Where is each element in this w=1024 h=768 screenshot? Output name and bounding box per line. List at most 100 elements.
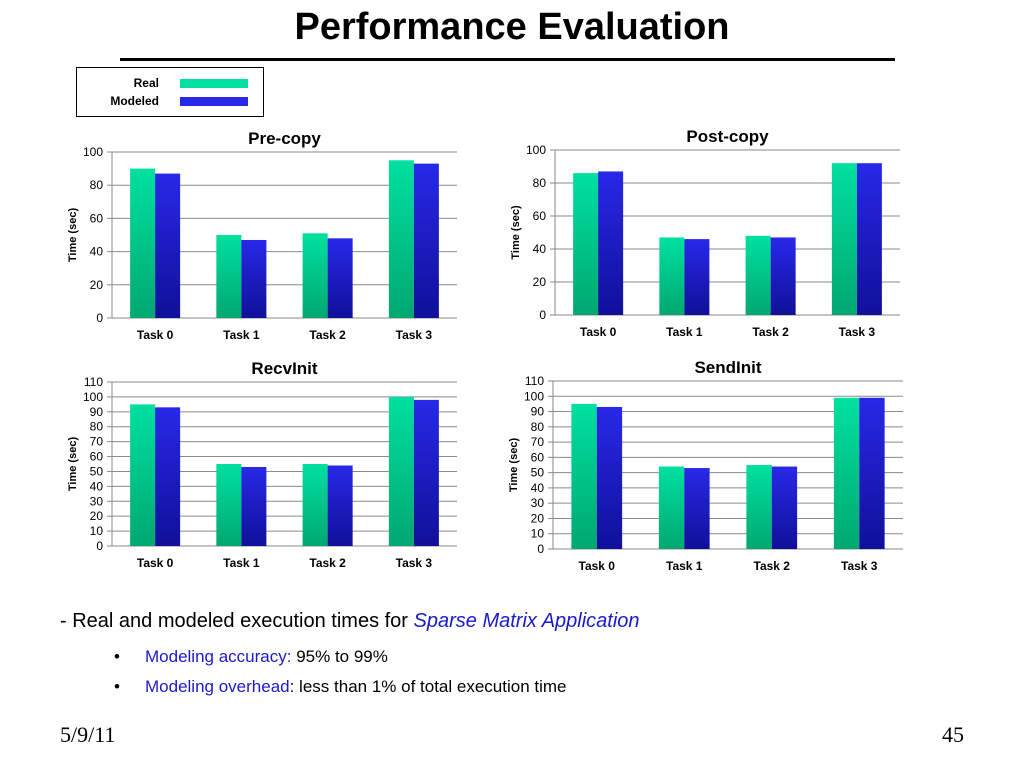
bar-modeled (596, 406, 623, 549)
bar-real (302, 464, 328, 546)
x-tick-label: Task 1 (223, 556, 260, 570)
chart-sendinit: SendInit 0 10 20 30 40 50 60 70 80 90 100 110 Time (s… (505, 356, 925, 586)
bar-modeled (327, 238, 353, 318)
x-tick-label: Task 3 (839, 325, 876, 339)
bar-modeled (856, 163, 882, 315)
chart-pre-copy: Pre-copy 0 20 40 60 80 100 Time (sec) Task 0 Task… (60, 124, 480, 354)
x-tick-label: Task 1 (666, 325, 703, 339)
bar-modeled (241, 239, 267, 318)
y-tick-label: 40 (531, 481, 545, 495)
bullet-marker: • (114, 647, 120, 666)
bar-real (571, 403, 597, 549)
y-tick-label: 0 (96, 311, 103, 325)
y-tick-label: 10 (90, 524, 104, 538)
x-tick-label: Task 3 (396, 556, 433, 570)
footer-date: 5/9/11 (60, 722, 116, 747)
bar-real (658, 466, 685, 549)
chart-title: Pre-copy (248, 129, 321, 148)
legend-swatch-real (180, 79, 248, 88)
bar-modeled (327, 465, 353, 546)
y-tick-label: 90 (531, 405, 545, 419)
y-tick-label: 110 (84, 375, 103, 389)
legend-item-real: Real (77, 75, 263, 91)
y-tick-label: 20 (90, 278, 104, 292)
x-tick-label: Task 2 (309, 556, 346, 570)
bar-real (833, 397, 860, 549)
y-tick-label: 60 (90, 450, 104, 464)
x-tick-label: Task 1 (666, 559, 703, 573)
x-tick-label: Task 2 (752, 325, 789, 339)
bar-modeled (770, 237, 796, 315)
y-tick-label: 60 (533, 209, 547, 223)
bullet-overhead-label: Modeling overhead (145, 677, 290, 696)
y-tick-label: 0 (537, 542, 544, 556)
bar-modeled (413, 163, 439, 318)
caption-prefix: - Real and modeled execution times for (60, 610, 414, 632)
chart-title: SendInit (694, 358, 761, 377)
y-axis-label: Time (sec) (67, 437, 79, 492)
y-tick-label: 40 (533, 242, 547, 256)
bar-real (659, 237, 685, 315)
bar-real (302, 233, 328, 318)
bar-real (216, 235, 242, 318)
y-tick-label: 40 (90, 479, 104, 493)
bar-modeled (859, 397, 885, 549)
y-tick-label: 80 (90, 178, 104, 192)
chart-post-copy: Post-copy 0 20 40 60 80 100 Time (sec) Task 0 Tas… (505, 122, 925, 352)
y-tick-label: 10 (531, 527, 545, 541)
x-tick-label: Task 0 (580, 325, 617, 339)
bar-real (130, 404, 156, 546)
y-tick-label: 100 (526, 143, 546, 157)
y-tick-label: 60 (90, 211, 104, 225)
y-tick-label: 20 (533, 275, 547, 289)
y-tick-label: 50 (90, 464, 104, 478)
y-tick-label: 100 (524, 389, 544, 403)
x-tick-label: Task 0 (579, 559, 616, 573)
y-tick-label: 80 (90, 420, 104, 434)
chart-svg: Pre-copy 0 20 40 60 80 100 Time (sec) Task 0 Task… (67, 129, 457, 342)
bar-real (746, 465, 772, 549)
footer-page-number: 45 (942, 722, 964, 747)
chart-title: Post-copy (686, 127, 769, 146)
y-tick-label: 30 (531, 496, 545, 510)
bar-modeled (684, 468, 710, 549)
y-tick-label: 40 (90, 245, 104, 259)
bullet-accuracy-label: Modeling accuracy: (145, 647, 292, 666)
chart-recvinit: RecvInit 0 10 20 30 40 50 60 70 80 90 100 110 Time (s… (60, 356, 480, 584)
bullet-marker: • (114, 677, 120, 696)
bar-modeled (771, 466, 798, 549)
bar-modeled (155, 173, 181, 318)
y-tick-label: 30 (90, 494, 104, 508)
y-tick-label: 70 (531, 435, 545, 449)
bar-real (216, 464, 242, 546)
legend-label-modeled: Modeled (110, 94, 159, 108)
caption-application-name: Sparse Matrix Application (413, 610, 640, 632)
x-tick-label: Task 2 (754, 559, 791, 573)
x-tick-label: Task 0 (137, 328, 174, 342)
y-axis-label: Time (sec) (67, 208, 79, 263)
bar-modeled (413, 399, 439, 546)
y-tick-label: 90 (90, 405, 104, 419)
x-tick-label: Task 3 (841, 559, 878, 573)
y-tick-label: 80 (533, 176, 547, 190)
y-tick-label: 60 (531, 450, 545, 464)
bar-modeled (241, 466, 267, 546)
bullet-overhead-text: : less than 1% of total execution time (289, 677, 567, 696)
y-tick-label: 80 (531, 420, 545, 434)
bar-modeled (598, 171, 624, 315)
chart-svg: Post-copy 0 20 40 60 80 100 Time (sec) Task 0 Tas… (510, 127, 900, 339)
bar-modeled (155, 407, 181, 546)
bar-real (130, 168, 156, 318)
y-tick-label: 20 (531, 511, 545, 525)
bar-real (831, 163, 857, 315)
y-tick-label: 100 (83, 145, 103, 159)
legend-item-modeled: Modeled (77, 93, 263, 109)
x-tick-label: Task 0 (137, 556, 174, 570)
bar-real (388, 160, 414, 318)
y-tick-label: 0 (539, 308, 546, 322)
bar-real (388, 396, 414, 546)
x-tick-label: Task 2 (309, 328, 346, 342)
y-axis-label: Time (sec) (510, 205, 522, 260)
y-tick-label: 100 (83, 390, 103, 404)
